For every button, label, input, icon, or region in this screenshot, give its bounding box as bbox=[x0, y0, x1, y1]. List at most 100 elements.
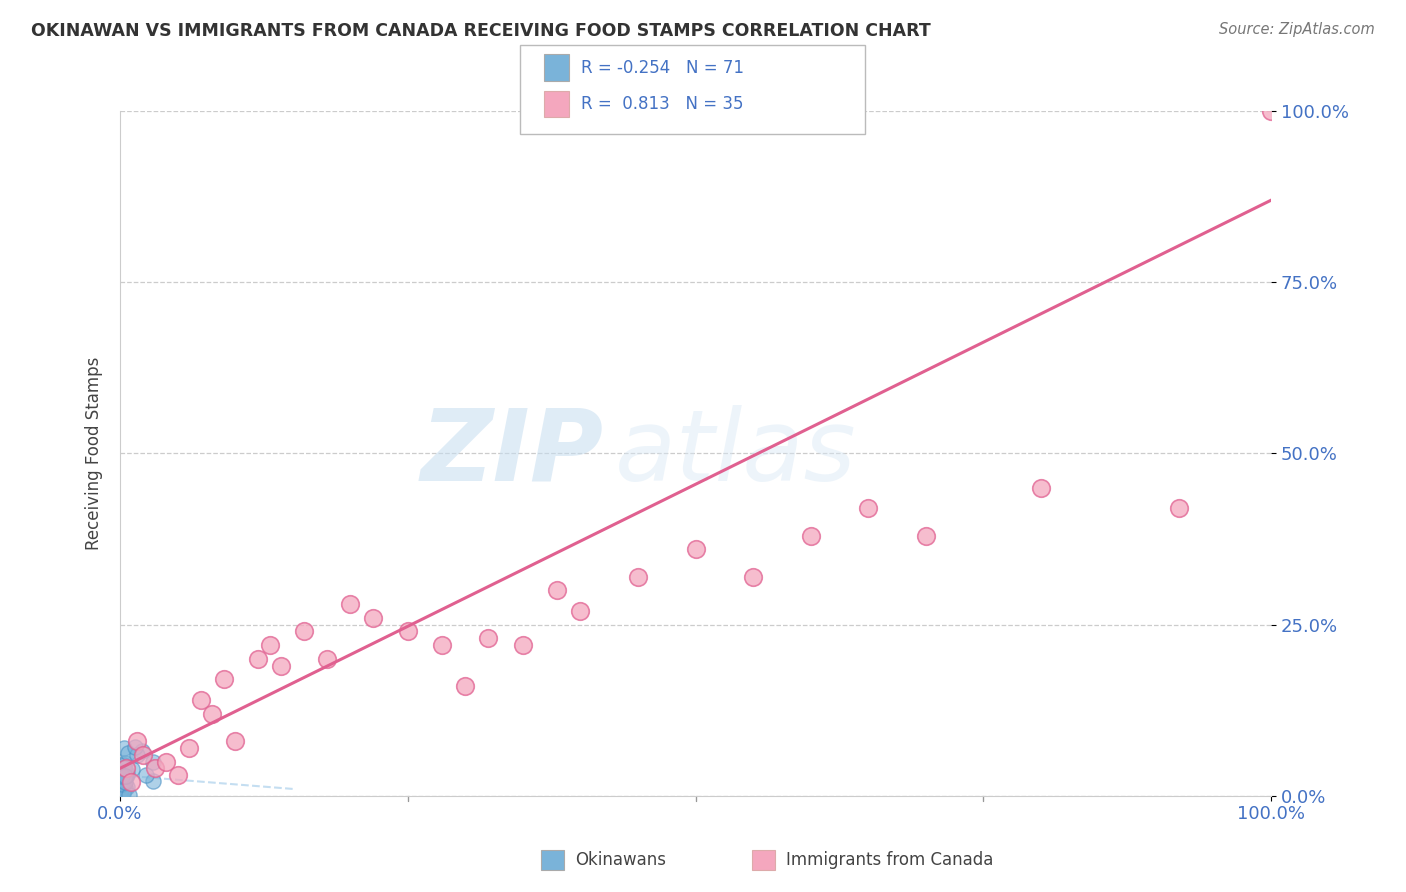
Point bbox=[108, 789, 131, 803]
Text: Source: ZipAtlas.com: Source: ZipAtlas.com bbox=[1219, 22, 1375, 37]
Point bbox=[121, 775, 143, 789]
Point bbox=[247, 652, 270, 666]
Point bbox=[108, 782, 131, 797]
Point bbox=[108, 787, 131, 801]
Point bbox=[546, 583, 568, 598]
Point bbox=[914, 528, 936, 542]
Point bbox=[108, 789, 131, 803]
Point bbox=[112, 785, 135, 799]
Text: Okinawans: Okinawans bbox=[575, 851, 666, 869]
Y-axis label: Receiving Food Stamps: Receiving Food Stamps bbox=[86, 357, 103, 550]
Point bbox=[339, 597, 361, 611]
Point bbox=[108, 787, 131, 801]
Point bbox=[108, 780, 131, 795]
Point bbox=[742, 570, 765, 584]
Point bbox=[110, 771, 132, 785]
Text: ZIP: ZIP bbox=[420, 405, 603, 502]
Point bbox=[316, 652, 339, 666]
Point bbox=[115, 780, 138, 795]
Point bbox=[224, 734, 246, 748]
Point bbox=[108, 788, 131, 802]
Point bbox=[108, 780, 131, 794]
Text: atlas: atlas bbox=[614, 405, 856, 502]
Point bbox=[108, 789, 131, 803]
Point bbox=[361, 611, 384, 625]
Point bbox=[454, 679, 477, 693]
Point bbox=[569, 604, 592, 618]
Point bbox=[112, 774, 135, 789]
Point bbox=[477, 632, 499, 646]
Point bbox=[800, 528, 823, 542]
Point bbox=[108, 778, 131, 792]
Point bbox=[115, 766, 138, 780]
Point bbox=[856, 501, 879, 516]
Point bbox=[111, 772, 134, 787]
Point bbox=[108, 786, 131, 800]
Point bbox=[396, 624, 419, 639]
Point bbox=[115, 768, 138, 782]
Text: Immigrants from Canada: Immigrants from Canada bbox=[786, 851, 993, 869]
Point bbox=[108, 782, 131, 797]
Point bbox=[110, 776, 132, 790]
Point bbox=[108, 783, 131, 797]
Point bbox=[112, 758, 135, 772]
Point bbox=[259, 638, 281, 652]
Point bbox=[177, 740, 200, 755]
Point bbox=[111, 777, 134, 791]
Point bbox=[166, 768, 188, 782]
Point bbox=[110, 766, 132, 780]
Point bbox=[270, 658, 292, 673]
Point bbox=[108, 789, 131, 803]
Point bbox=[112, 787, 135, 801]
Text: R = -0.254   N = 71: R = -0.254 N = 71 bbox=[581, 59, 744, 77]
Point bbox=[114, 766, 136, 780]
Point bbox=[108, 780, 131, 794]
Point bbox=[292, 624, 315, 639]
Point bbox=[110, 773, 132, 788]
Point bbox=[155, 755, 177, 769]
Point bbox=[108, 781, 131, 796]
Point bbox=[108, 780, 131, 794]
Point bbox=[112, 761, 135, 775]
Point bbox=[114, 775, 136, 789]
Point bbox=[112, 770, 135, 784]
Point bbox=[190, 693, 212, 707]
Point bbox=[1260, 104, 1282, 119]
Point bbox=[432, 638, 454, 652]
Point bbox=[114, 756, 136, 771]
Point bbox=[627, 570, 650, 584]
Text: R =  0.813   N = 35: R = 0.813 N = 35 bbox=[581, 95, 744, 113]
Point bbox=[114, 765, 136, 780]
Point bbox=[143, 761, 166, 775]
Point bbox=[108, 766, 131, 780]
Point bbox=[685, 542, 707, 557]
Point bbox=[132, 747, 155, 762]
Point bbox=[114, 781, 136, 796]
Point bbox=[108, 783, 131, 797]
Point bbox=[114, 769, 136, 783]
Point bbox=[111, 768, 134, 782]
Point bbox=[201, 706, 224, 721]
Point bbox=[117, 747, 139, 761]
Point bbox=[121, 762, 143, 776]
Point bbox=[1168, 501, 1191, 516]
Point bbox=[108, 784, 131, 798]
Point bbox=[114, 769, 136, 783]
Point bbox=[112, 741, 135, 756]
Point bbox=[142, 755, 165, 769]
Point bbox=[108, 789, 131, 803]
Point bbox=[142, 774, 165, 789]
Point bbox=[108, 782, 131, 797]
Point bbox=[1029, 481, 1052, 495]
Point bbox=[110, 764, 132, 779]
Point bbox=[127, 747, 149, 762]
Point bbox=[108, 789, 131, 803]
Point bbox=[108, 780, 131, 794]
Point bbox=[108, 772, 131, 787]
Point bbox=[108, 778, 131, 792]
Point bbox=[212, 673, 235, 687]
Point bbox=[110, 764, 132, 778]
Point bbox=[118, 788, 141, 802]
Text: OKINAWAN VS IMMIGRANTS FROM CANADA RECEIVING FOOD STAMPS CORRELATION CHART: OKINAWAN VS IMMIGRANTS FROM CANADA RECEI… bbox=[31, 22, 931, 40]
Point bbox=[108, 783, 131, 797]
